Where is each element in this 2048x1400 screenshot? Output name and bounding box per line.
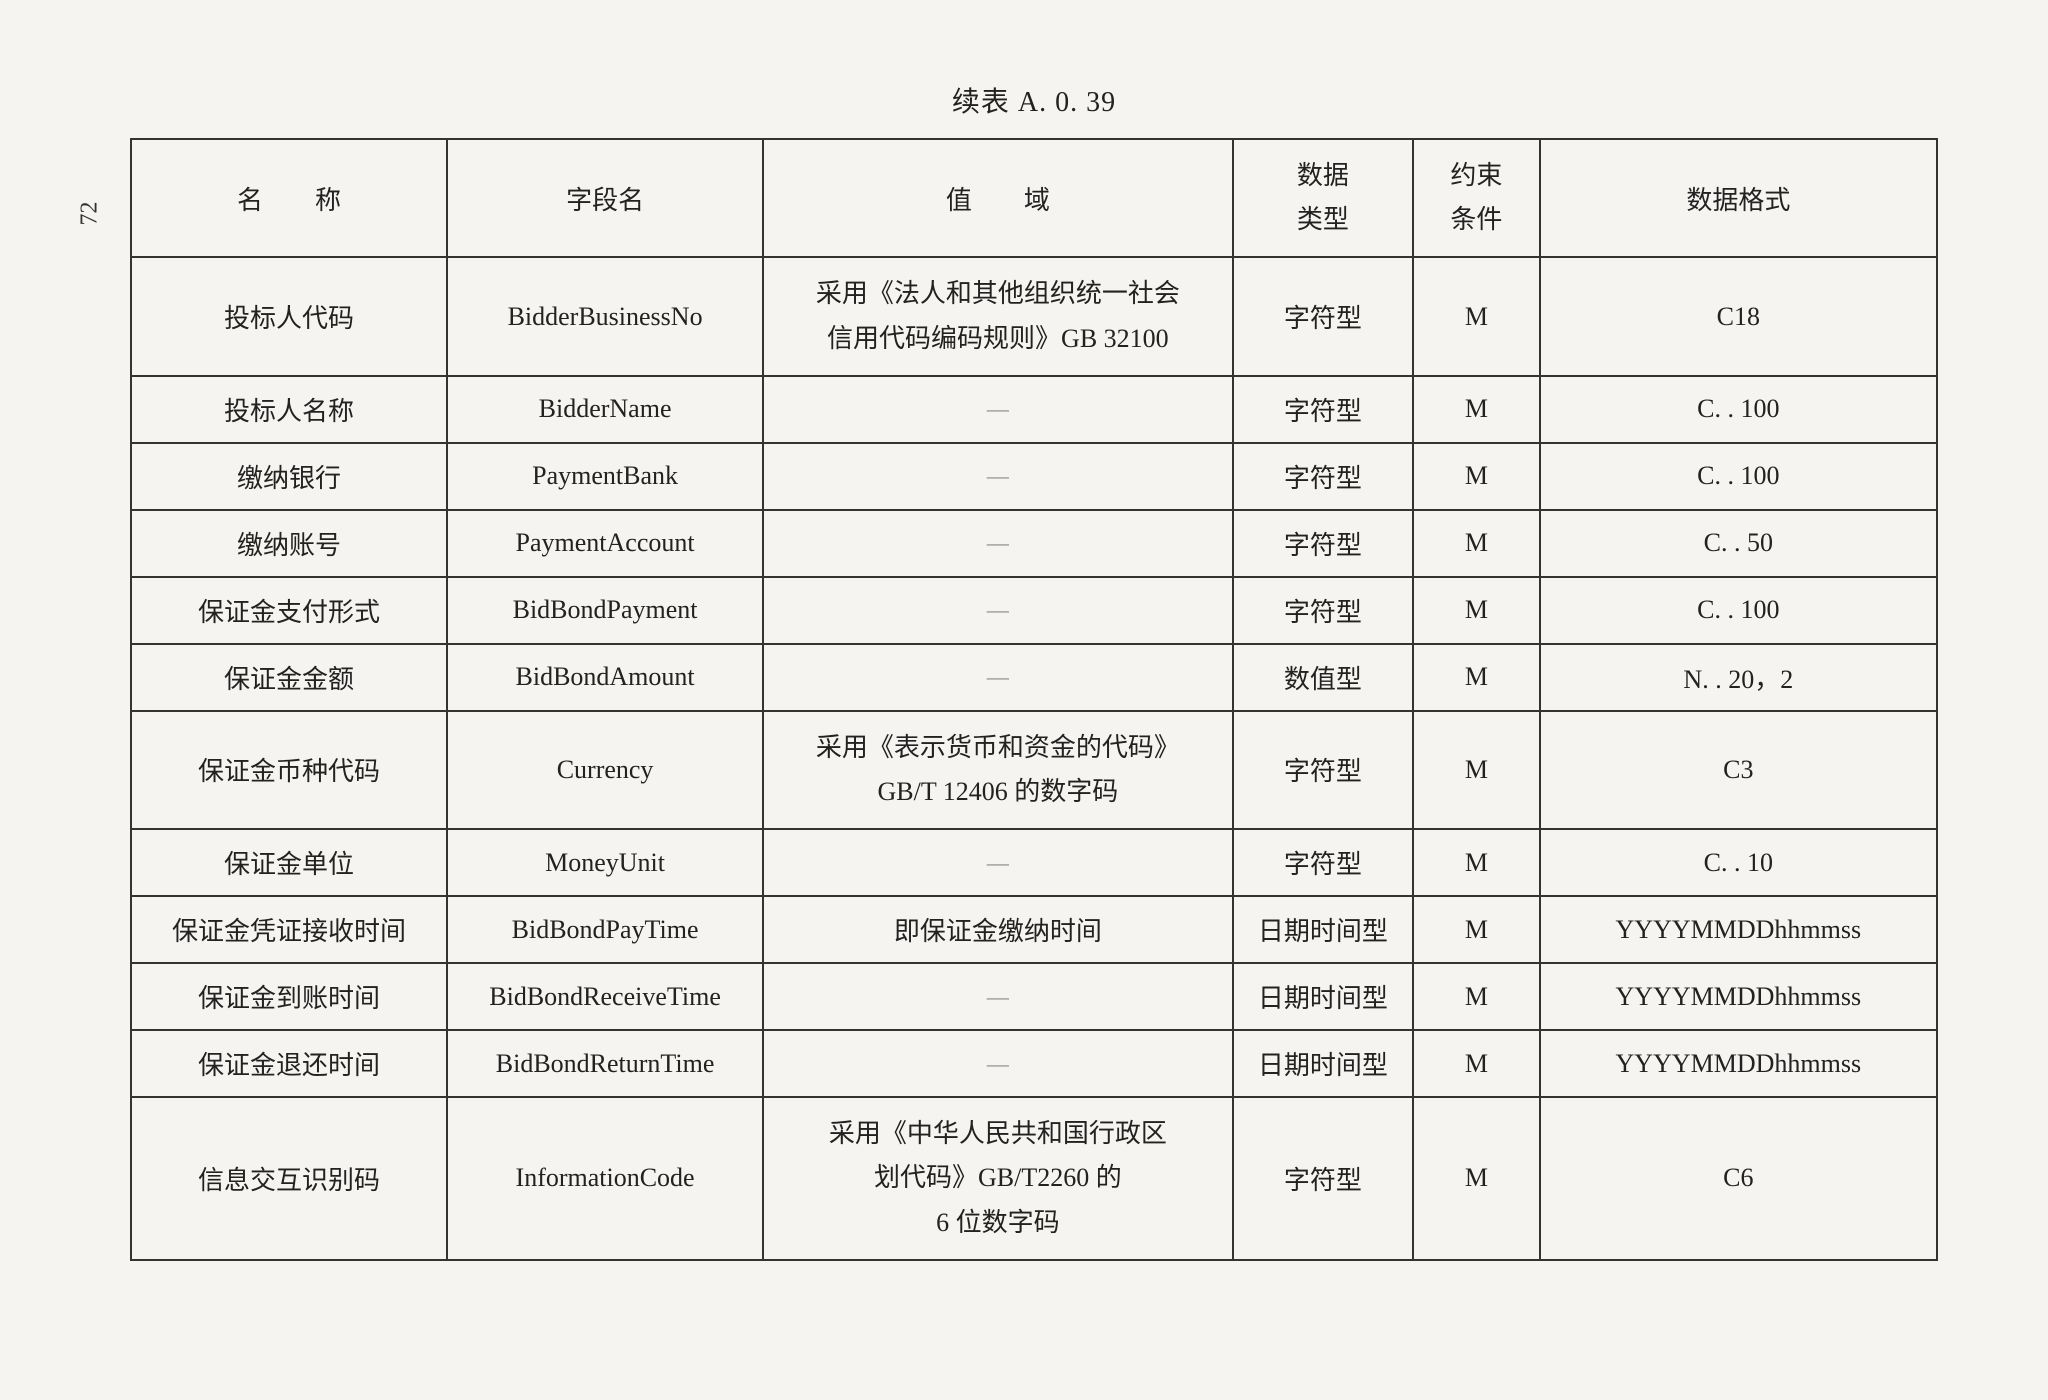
th-domain: 值 域: [763, 139, 1233, 257]
cell-domain: —: [763, 829, 1233, 896]
cell-field: BidBondReturnTime: [447, 1030, 763, 1097]
table-row: 保证金单位MoneyUnit—字符型MC. . 10: [131, 829, 1937, 896]
cell-constraint: M: [1413, 829, 1539, 896]
table-row: 保证金金额BidBondAmount—数值型MN. . 20，2: [131, 644, 1937, 711]
table-header-row: 名 称 字段名 值 域 数据类型 约束条件 数据格式: [131, 139, 1937, 257]
cell-name: 保证金到账时间: [131, 963, 447, 1030]
cell-constraint: M: [1413, 644, 1539, 711]
cell-constraint: M: [1413, 443, 1539, 510]
table-row: 保证金币种代码Currency采用《表示货币和资金的代码》GB/T 12406 …: [131, 711, 1937, 829]
cell-domain: 采用《法人和其他组织统一社会信用代码编码规则》GB 32100: [763, 257, 1233, 375]
cell-name: 缴纳账号: [131, 510, 447, 577]
cell-format: C. . 50: [1540, 510, 1937, 577]
cell-name: 信息交互识别码: [131, 1097, 447, 1260]
cell-format: C. . 100: [1540, 376, 1937, 443]
cell-field: BidBondPayment: [447, 577, 763, 644]
cell-domain: —: [763, 510, 1233, 577]
cell-domain: —: [763, 376, 1233, 443]
cell-field: BidderBusinessNo: [447, 257, 763, 375]
cell-constraint: M: [1413, 376, 1539, 443]
cell-format: YYYYMMDDhhmmss: [1540, 896, 1937, 963]
table-row: 投标人名称BidderName—字符型MC. . 100: [131, 376, 1937, 443]
cell-domain: —: [763, 577, 1233, 644]
cell-constraint: M: [1413, 1030, 1539, 1097]
cell-constraint: M: [1413, 711, 1539, 829]
cell-type: 字符型: [1233, 1097, 1414, 1260]
cell-domain: —: [763, 1030, 1233, 1097]
cell-domain: 即保证金缴纳时间: [763, 896, 1233, 963]
th-field: 字段名: [447, 139, 763, 257]
cell-format: C18: [1540, 257, 1937, 375]
cell-format: C. . 100: [1540, 577, 1937, 644]
th-name: 名 称: [131, 139, 447, 257]
cell-name: 投标人名称: [131, 376, 447, 443]
cell-name: 保证金支付形式: [131, 577, 447, 644]
cell-field: Currency: [447, 711, 763, 829]
cell-type: 字符型: [1233, 711, 1414, 829]
cell-domain: —: [763, 443, 1233, 510]
th-constraint: 约束条件: [1413, 139, 1539, 257]
table-caption: 续表 A. 0. 39: [130, 80, 1938, 120]
data-table: 名 称 字段名 值 域 数据类型 约束条件 数据格式 投标人代码BidderBu…: [130, 138, 1938, 1261]
cell-domain: —: [763, 644, 1233, 711]
cell-format: C3: [1540, 711, 1937, 829]
cell-constraint: M: [1413, 510, 1539, 577]
cell-constraint: M: [1413, 1097, 1539, 1260]
cell-constraint: M: [1413, 963, 1539, 1030]
cell-constraint: M: [1413, 577, 1539, 644]
th-format: 数据格式: [1540, 139, 1937, 257]
cell-format: C. . 10: [1540, 829, 1937, 896]
table-row: 保证金支付形式BidBondPayment—字符型MC. . 100: [131, 577, 1937, 644]
cell-field: BidBondReceiveTime: [447, 963, 763, 1030]
page-number: 72: [77, 202, 104, 226]
table-row: 保证金到账时间BidBondReceiveTime—日期时间型MYYYYMMDD…: [131, 963, 1937, 1030]
cell-type: 字符型: [1233, 257, 1414, 375]
cell-format: C6: [1540, 1097, 1937, 1260]
cell-type: 字符型: [1233, 577, 1414, 644]
cell-type: 日期时间型: [1233, 896, 1414, 963]
cell-type: 字符型: [1233, 829, 1414, 896]
th-type: 数据类型: [1233, 139, 1414, 257]
cell-name: 投标人代码: [131, 257, 447, 375]
table-row: 缴纳银行PaymentBank—字符型MC. . 100: [131, 443, 1937, 510]
cell-name: 保证金退还时间: [131, 1030, 447, 1097]
cell-type: 字符型: [1233, 510, 1414, 577]
cell-field: PaymentAccount: [447, 510, 763, 577]
table-row: 保证金退还时间BidBondReturnTime—日期时间型MYYYYMMDDh…: [131, 1030, 1937, 1097]
cell-type: 字符型: [1233, 376, 1414, 443]
content-wrap: 续表 A. 0. 39 名 称 字段名 值 域 数据类型 约束条件 数据格式 投…: [130, 80, 1938, 1261]
cell-field: BidderName: [447, 376, 763, 443]
cell-field: BidBondAmount: [447, 644, 763, 711]
cell-format: N. . 20，2: [1540, 644, 1937, 711]
cell-name: 缴纳银行: [131, 443, 447, 510]
cell-format: YYYYMMDDhhmmss: [1540, 1030, 1937, 1097]
cell-field: BidBondPayTime: [447, 896, 763, 963]
cell-domain: —: [763, 963, 1233, 1030]
cell-type: 数值型: [1233, 644, 1414, 711]
table-row: 信息交互识别码InformationCode采用《中华人民共和国行政区划代码》G…: [131, 1097, 1937, 1260]
cell-format: YYYYMMDDhhmmss: [1540, 963, 1937, 1030]
table-row: 缴纳账号PaymentAccount—字符型MC. . 50: [131, 510, 1937, 577]
cell-constraint: M: [1413, 257, 1539, 375]
cell-constraint: M: [1413, 896, 1539, 963]
cell-name: 保证金单位: [131, 829, 447, 896]
cell-type: 字符型: [1233, 443, 1414, 510]
cell-field: MoneyUnit: [447, 829, 763, 896]
cell-domain: 采用《表示货币和资金的代码》GB/T 12406 的数字码: [763, 711, 1233, 829]
cell-name: 保证金凭证接收时间: [131, 896, 447, 963]
cell-name: 保证金金额: [131, 644, 447, 711]
cell-field: InformationCode: [447, 1097, 763, 1260]
cell-format: C. . 100: [1540, 443, 1937, 510]
cell-field: PaymentBank: [447, 443, 763, 510]
cell-domain: 采用《中华人民共和国行政区划代码》GB/T2260 的6 位数字码: [763, 1097, 1233, 1260]
cell-name: 保证金币种代码: [131, 711, 447, 829]
cell-type: 日期时间型: [1233, 1030, 1414, 1097]
table-row: 投标人代码BidderBusinessNo采用《法人和其他组织统一社会信用代码编…: [131, 257, 1937, 375]
table-row: 保证金凭证接收时间BidBondPayTime即保证金缴纳时间日期时间型MYYY…: [131, 896, 1937, 963]
cell-type: 日期时间型: [1233, 963, 1414, 1030]
